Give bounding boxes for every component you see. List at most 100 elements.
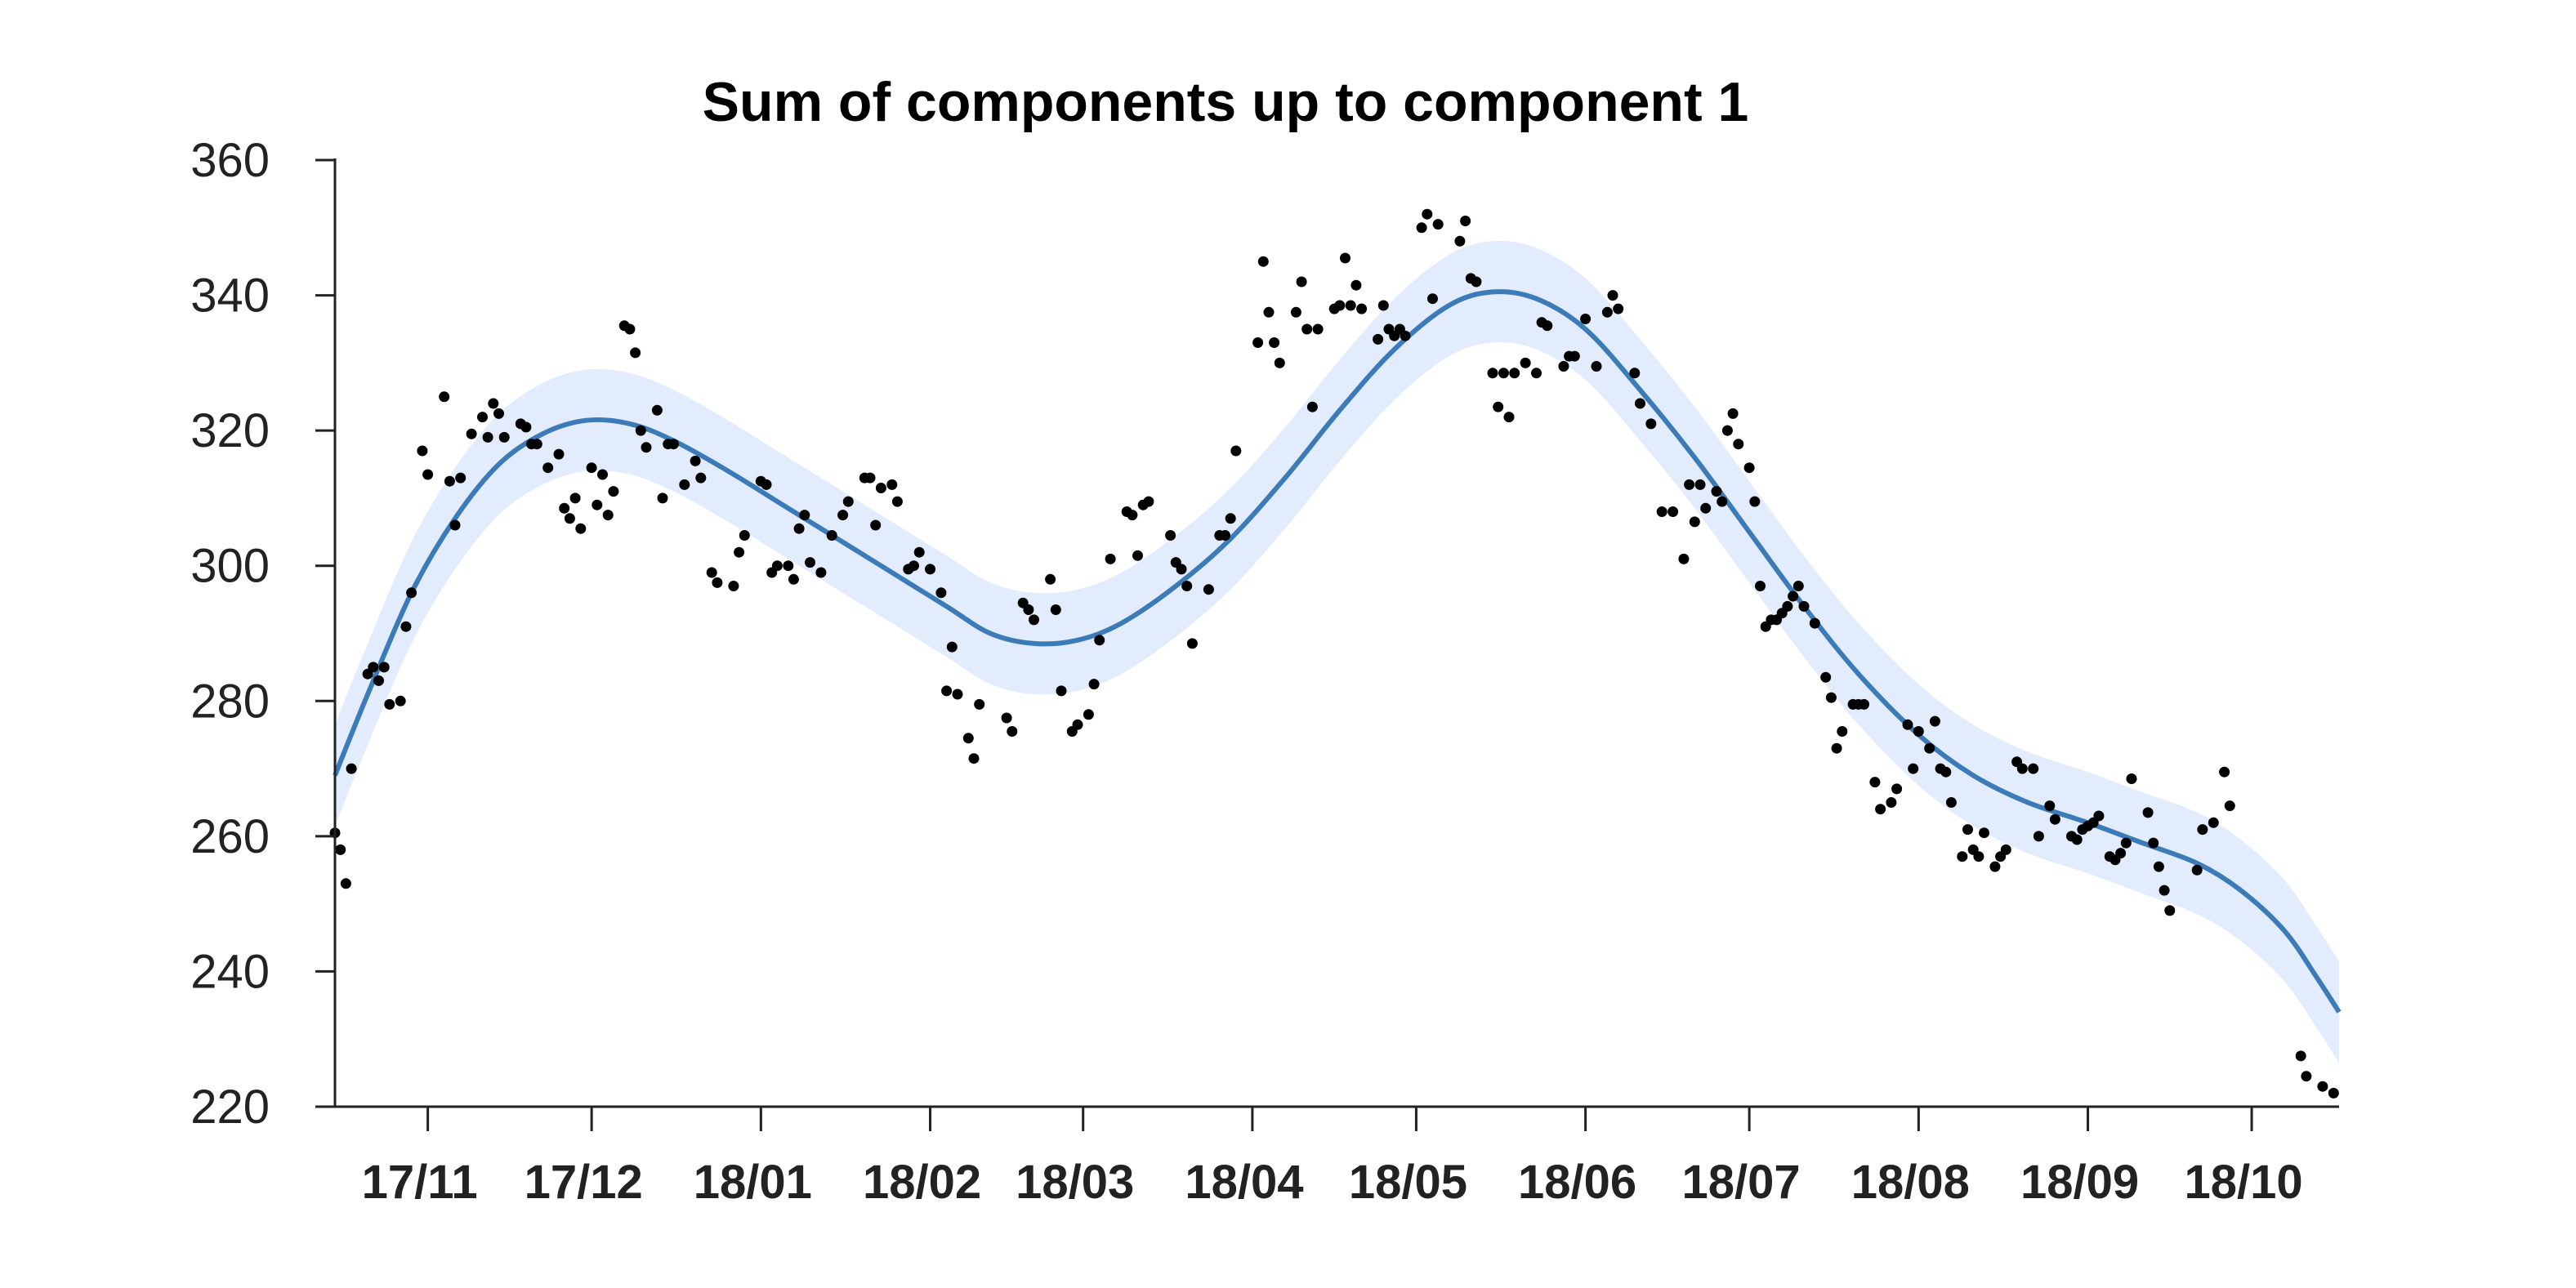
observation-point	[449, 519, 461, 531]
observation-point	[1591, 361, 1602, 372]
observation-point	[531, 439, 542, 450]
observation-point	[1684, 479, 1695, 490]
y-tick-label: 320	[190, 404, 270, 457]
observation-point	[592, 499, 603, 510]
observation-point	[1689, 516, 1700, 528]
observation-point	[335, 844, 346, 855]
observation-point	[1749, 496, 1761, 507]
observation-point	[793, 523, 805, 534]
observation-point	[909, 560, 919, 572]
observation-point	[761, 479, 772, 490]
y-tick-label: 300	[190, 540, 270, 593]
observation-point	[1635, 398, 1645, 409]
observation-point	[1143, 496, 1154, 507]
observation-point	[395, 695, 406, 706]
observation-point	[1694, 479, 1706, 490]
observation-point	[2044, 800, 2056, 812]
observation-point	[1312, 323, 1324, 335]
observation-point	[2301, 1071, 2312, 1082]
observation-point	[935, 587, 947, 599]
observation-point	[1733, 439, 1744, 450]
observation-point	[1891, 783, 1903, 795]
confidence-band	[335, 240, 2339, 1063]
observation-point	[941, 685, 953, 697]
observation-point	[569, 492, 581, 504]
observation-point	[2000, 844, 2011, 855]
observation-point	[641, 442, 652, 453]
observation-point	[444, 475, 455, 487]
observation-point	[1334, 300, 1346, 311]
observation-point	[1290, 306, 1301, 318]
observation-point	[2219, 766, 2230, 778]
observation-point	[630, 347, 641, 359]
observation-point	[1306, 401, 1318, 412]
observation-point	[1460, 216, 1471, 226]
observation-point	[1782, 600, 1793, 612]
observation-point	[1165, 530, 1176, 541]
observation-point	[1717, 496, 1728, 507]
observation-point	[417, 445, 428, 457]
observation-point	[1973, 851, 1984, 862]
observation-point	[1902, 719, 1913, 730]
observation-point	[1373, 333, 1384, 345]
observation-point	[1422, 208, 1433, 220]
observation-point	[1645, 418, 1657, 430]
observation-point	[1825, 692, 1837, 703]
observation-point	[1809, 617, 1820, 629]
observation-point	[1094, 635, 1105, 646]
observation-point	[2049, 813, 2060, 825]
y-tick-label: 260	[190, 810, 270, 863]
observation-point	[2295, 1050, 2306, 1062]
observation-point	[1105, 553, 1116, 564]
observation-point	[2093, 810, 2105, 822]
observation-point	[1056, 685, 1067, 697]
observation-point	[1613, 303, 1624, 314]
observation-point	[1050, 604, 1061, 615]
observation-point	[1558, 361, 1569, 372]
observation-point	[1356, 303, 1368, 314]
observation-point	[2208, 817, 2219, 828]
observation-point	[712, 577, 723, 588]
observation-point	[439, 391, 450, 403]
observation-point	[2159, 885, 2170, 896]
observation-point	[886, 479, 898, 490]
observation-point	[1945, 797, 1957, 808]
observation-point	[2164, 905, 2176, 916]
observation-point	[925, 564, 935, 575]
observation-point	[1711, 486, 1722, 497]
observation-point	[1132, 550, 1143, 561]
observation-point	[368, 662, 379, 673]
x-tick-label: 18/07	[1682, 1156, 1801, 1209]
observation-point	[1296, 276, 1307, 287]
x-tick-label: 18/06	[1518, 1156, 1636, 1209]
observation-point	[1542, 320, 1553, 332]
observation-point	[1454, 235, 1466, 247]
observation-point	[597, 469, 608, 480]
fit-line	[333, 289, 2342, 1014]
observation-point	[891, 496, 903, 507]
observation-point	[1427, 293, 1438, 305]
observation-point	[1962, 824, 1973, 836]
observation-point	[635, 425, 646, 436]
observation-point	[1181, 581, 1193, 591]
x-tick-label: 17/12	[525, 1156, 643, 1209]
observation-point	[1820, 671, 1832, 683]
x-tick-label: 17/11	[362, 1156, 478, 1209]
observation-point	[2153, 861, 2164, 872]
observation-point	[1186, 638, 1198, 649]
observation-point	[2197, 824, 2208, 836]
observation-point	[695, 472, 707, 484]
observation-point	[1979, 827, 1989, 839]
observation-point	[1072, 719, 1083, 730]
observation-point	[477, 412, 488, 423]
observation-point	[1924, 742, 1935, 754]
observation-point	[1798, 600, 1810, 612]
observation-point	[422, 469, 434, 480]
observation-point	[1929, 715, 1940, 727]
y-tick-label: 220	[190, 1081, 270, 1134]
observation-point	[493, 408, 504, 419]
observation-point	[1601, 306, 1613, 318]
observation-point	[1340, 252, 1351, 264]
observation-point	[913, 546, 925, 558]
observation-point	[1263, 306, 1275, 318]
